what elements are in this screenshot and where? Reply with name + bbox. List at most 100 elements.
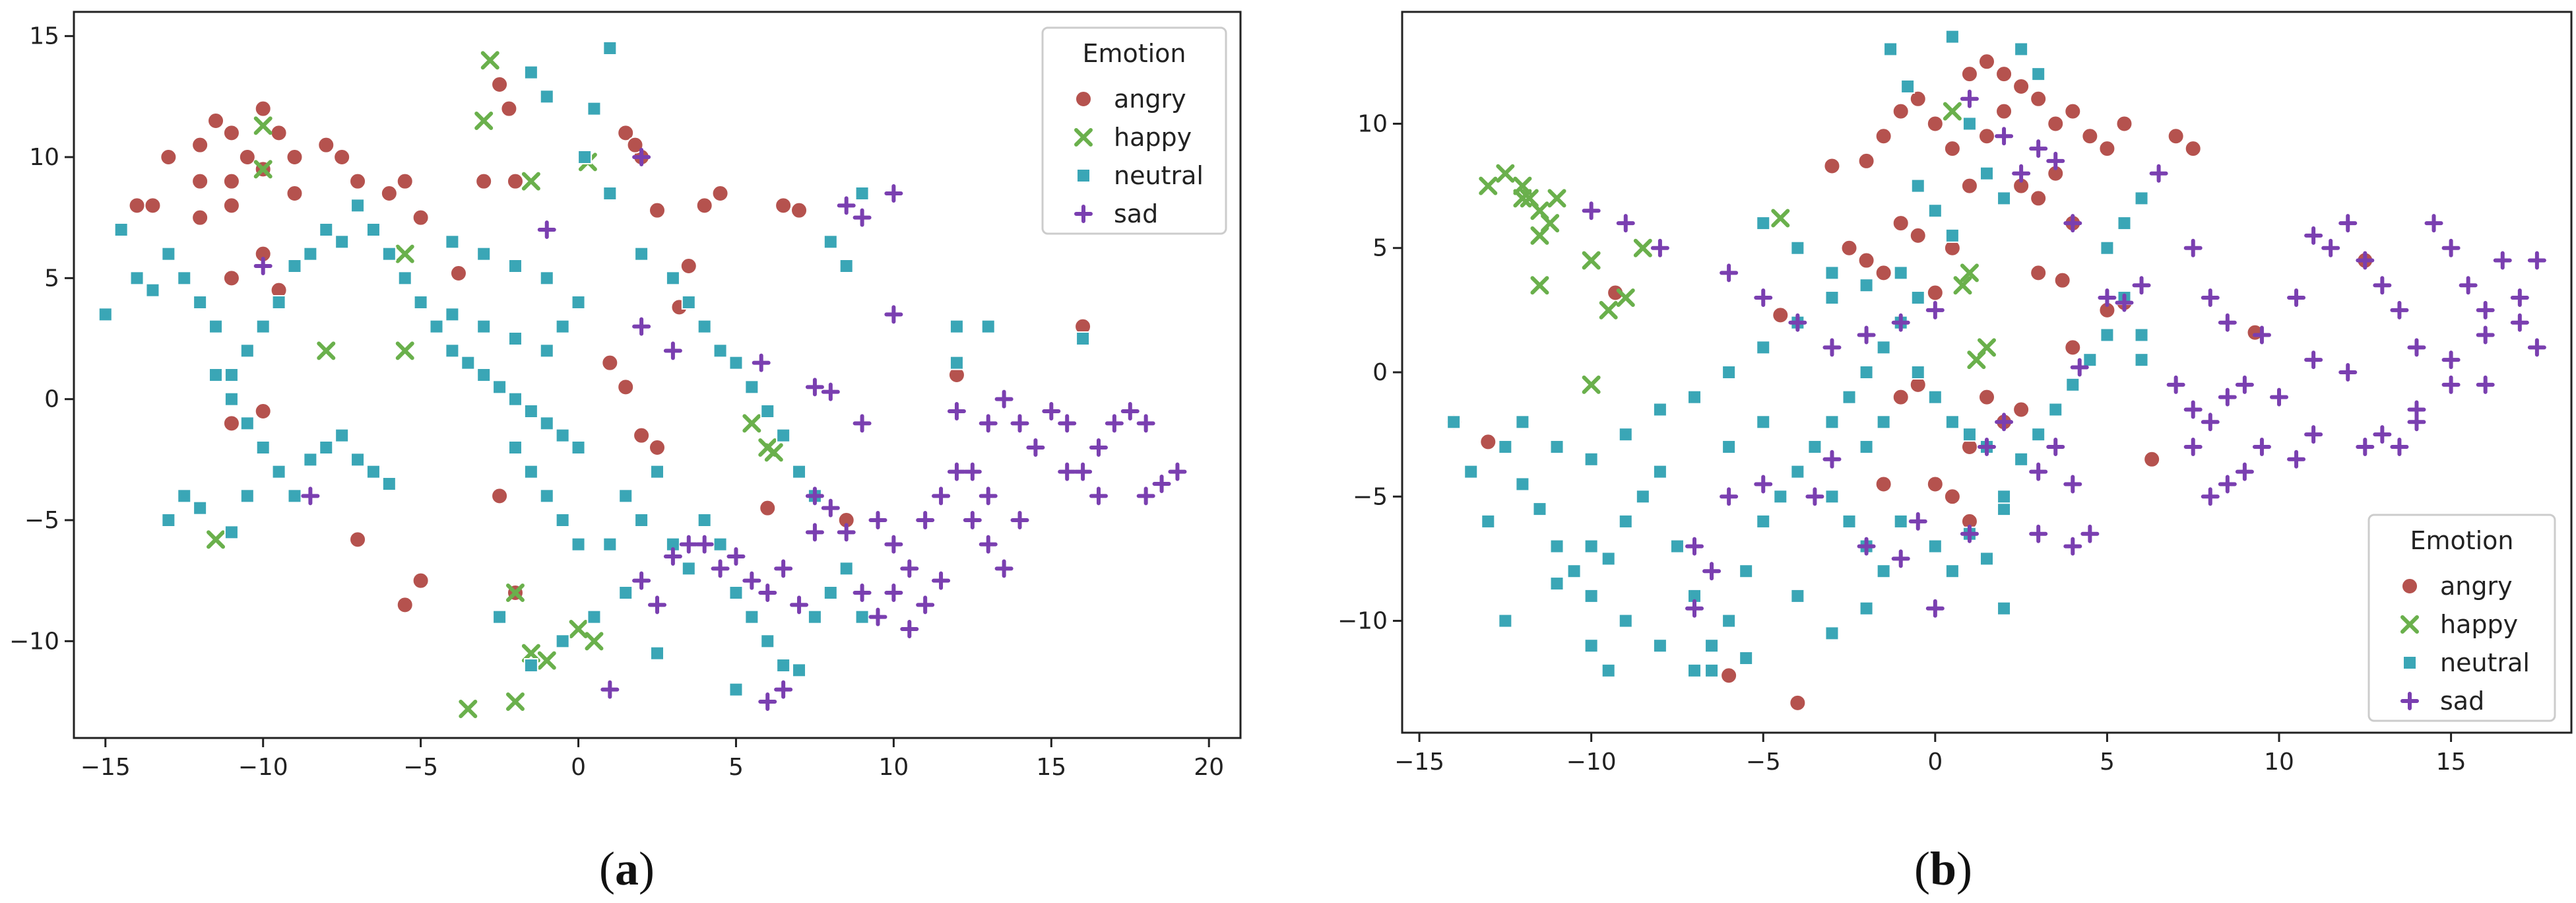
- point-neutral: [429, 319, 444, 334]
- point-neutral: [618, 488, 633, 504]
- point-sad: [1822, 338, 1842, 357]
- point-angry: [1840, 239, 1858, 257]
- panel-a-scatter-plot: −15 −10 −5 0 5 10 15 20 −10 −5 0 5 10 15 Emotion angry h…: [9, 11, 1242, 895]
- legend-label-neutral: neutral: [2440, 648, 2530, 677]
- panel-caption: (a): [599, 842, 655, 895]
- point-happy: [1943, 102, 1962, 121]
- point-neutral: [507, 331, 523, 346]
- point-angry: [2030, 189, 2047, 207]
- point-angry: [680, 257, 697, 275]
- point-sad: [774, 680, 793, 699]
- y-tick-label: 10: [1357, 110, 1388, 137]
- point-sad: [2476, 300, 2495, 319]
- point-angry: [144, 197, 162, 215]
- point-neutral: [539, 343, 554, 358]
- point-neutral: [177, 488, 192, 504]
- point-neutral: [618, 585, 633, 600]
- point-neutral: [507, 391, 523, 407]
- point-neutral: [2134, 191, 2149, 206]
- point-sad: [1960, 524, 1979, 543]
- point-sad: [1925, 300, 1945, 319]
- point-happy: [395, 341, 414, 360]
- point-sad: [884, 184, 903, 203]
- point-neutral: [1756, 216, 1771, 231]
- point-neutral: [1618, 613, 1633, 628]
- point-sad: [711, 559, 730, 578]
- point-angry: [1960, 177, 1978, 195]
- point-neutral: [145, 283, 160, 298]
- point-sad: [1168, 462, 1187, 481]
- point-angry: [2047, 115, 2065, 133]
- point-sad: [632, 317, 651, 336]
- point-neutral: [2134, 352, 2149, 368]
- point-angry: [2184, 140, 2202, 158]
- point-sad: [752, 353, 771, 372]
- point-happy: [253, 160, 273, 179]
- point-angry: [238, 149, 256, 166]
- point-angry: [449, 265, 467, 282]
- x-tick-label: −15: [1394, 749, 1444, 776]
- point-sad: [301, 486, 320, 506]
- point-angry: [270, 124, 288, 142]
- point-neutral: [224, 391, 239, 407]
- point-sad: [1650, 238, 1669, 257]
- point-happy: [317, 341, 336, 360]
- point-sad: [884, 535, 903, 554]
- point-neutral: [319, 440, 334, 455]
- point-sad: [853, 208, 872, 227]
- point-angry: [649, 439, 666, 456]
- point-angry: [1892, 102, 1910, 120]
- point-neutral: [1584, 539, 1599, 554]
- point-angry: [1789, 694, 1807, 712]
- y-tick-label: 0: [1372, 359, 1388, 386]
- point-sad: [947, 462, 966, 481]
- point-neutral: [1076, 331, 1091, 346]
- point-neutral: [1446, 415, 1462, 430]
- point-sad: [2235, 375, 2254, 394]
- point-neutral: [713, 537, 728, 552]
- point-happy: [1599, 300, 1618, 319]
- point-sad: [837, 196, 856, 215]
- point-sad: [2510, 313, 2529, 332]
- point-neutral: [224, 368, 239, 382]
- point-neutral: [1859, 365, 1874, 380]
- point-neutral: [1739, 651, 1754, 666]
- point-sad: [1152, 475, 1171, 493]
- point-angry: [2115, 115, 2133, 133]
- point-sad: [979, 535, 998, 554]
- point-neutral: [571, 440, 586, 455]
- point-happy: [537, 651, 556, 670]
- point-sad: [2252, 437, 2271, 456]
- point-angry: [1720, 667, 1738, 685]
- point-sad: [916, 511, 935, 529]
- point-neutral: [539, 89, 554, 104]
- point-sad: [2070, 358, 2089, 377]
- point-neutral: [1859, 278, 1874, 293]
- series-angry: [1445, 53, 2374, 712]
- point-sad: [632, 571, 651, 590]
- point-angry: [2143, 450, 2161, 468]
- point-neutral: [1566, 564, 1582, 579]
- point-angry: [1960, 65, 1978, 83]
- point-angry: [349, 172, 367, 190]
- point-angry: [1875, 475, 1892, 493]
- point-angry: [222, 415, 240, 432]
- point-sad: [1978, 437, 1996, 456]
- point-neutral: [1532, 502, 1547, 517]
- point-sad: [2356, 251, 2375, 270]
- point-angry: [2167, 127, 2185, 145]
- point-neutral: [1652, 464, 1667, 479]
- point-neutral: [602, 186, 618, 201]
- point-neutral: [792, 464, 807, 479]
- point-neutral: [1790, 588, 1805, 603]
- point-neutral: [1669, 539, 1685, 554]
- point-neutral: [949, 319, 964, 334]
- point-sad: [2063, 537, 2082, 556]
- point-neutral: [1652, 402, 1667, 417]
- point-happy: [1633, 238, 1652, 257]
- legend-marker-sad: [1074, 205, 1093, 223]
- point-neutral: [335, 428, 350, 443]
- legend-label-sad: sad: [2440, 686, 2484, 716]
- y-tick-label: −10: [9, 628, 59, 655]
